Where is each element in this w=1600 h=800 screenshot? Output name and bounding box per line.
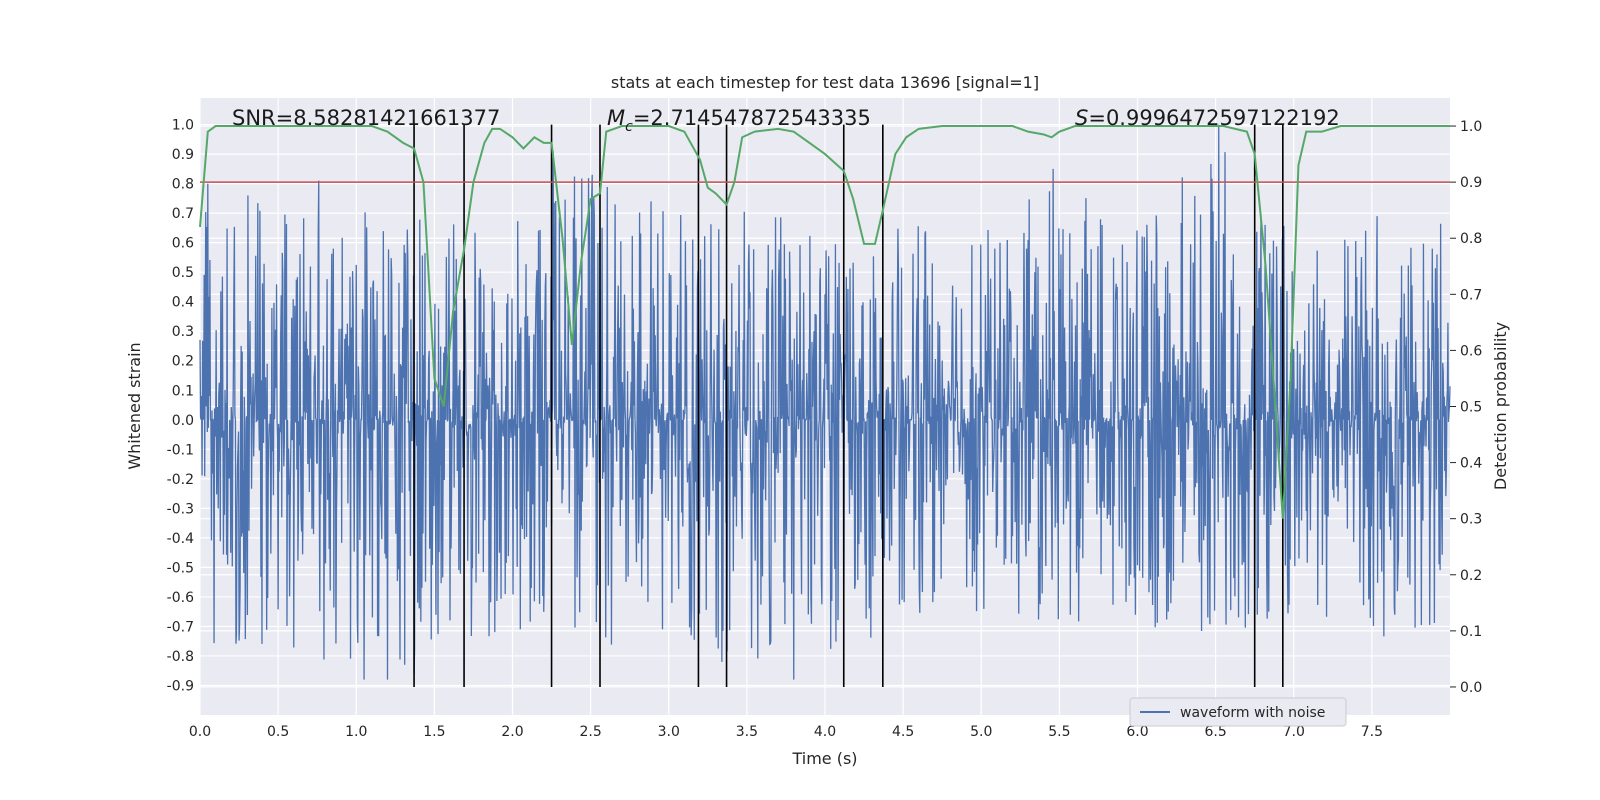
- y-tick-label: -0.2: [167, 472, 194, 488]
- chart-title: stats at each timestep for test data 136…: [611, 73, 1039, 92]
- y-tick-label: 0.1: [172, 383, 194, 399]
- s-annotation: S=0.9996472597122192: [1075, 106, 1340, 130]
- legend: waveform with noise: [1129, 697, 1347, 727]
- y-tick-label: -0.4: [167, 531, 194, 547]
- legend-box: [1129, 697, 1347, 727]
- waveform-series-line: [199, 124, 1451, 680]
- x-tick-label: 7.0: [1283, 724, 1305, 740]
- x-tick-label: 0.5: [267, 724, 289, 740]
- y2-tick-label: 0.6: [1460, 343, 1482, 359]
- y-tick-label: 0.8: [172, 177, 194, 193]
- x-tick-label: 7.5: [1361, 724, 1383, 740]
- y-tick-label: -0.3: [167, 501, 194, 517]
- x-tick-label: 0.0: [189, 724, 211, 740]
- snr-annotation: SNR=8.58281421661377: [232, 106, 500, 130]
- mc-symbol: M: [607, 106, 625, 130]
- y-axis-label: Whitened strain: [125, 342, 144, 469]
- x-tick-label: 4.0: [814, 724, 836, 740]
- y-tick-label: -0.8: [167, 649, 194, 665]
- y2-axis-label: Detection probability: [1491, 322, 1510, 490]
- x-tick-label: 1.5: [423, 724, 445, 740]
- legend-label-waveform: waveform with noise: [1180, 705, 1325, 721]
- y-tick-label: 1.0: [172, 118, 194, 134]
- y-tick-label: -0.1: [167, 442, 194, 458]
- y2-tick-label: 0.1: [1460, 624, 1482, 640]
- s-symbol: S: [1075, 106, 1088, 130]
- x-tick-label: 5.5: [1048, 724, 1070, 740]
- x-tick-label: 2.0: [501, 724, 523, 740]
- y2-tick-label: 0.8: [1460, 231, 1482, 247]
- y2-tick-label: 0.4: [1460, 456, 1482, 472]
- x-tick-label: 3.0: [658, 724, 680, 740]
- y-tick-label: 0.5: [172, 265, 194, 281]
- y-tick-label: -0.6: [167, 590, 194, 606]
- mc-annotation: Mc=2.714547872543335: [607, 106, 871, 135]
- y-tick-label: -0.7: [167, 619, 194, 635]
- y2-tick-label: 0.2: [1460, 568, 1482, 584]
- y-tick-label: 0.2: [172, 354, 194, 370]
- y2-tick-label: 0.7: [1460, 287, 1482, 303]
- y-tick-label: 0.4: [172, 295, 194, 311]
- x-tick-label: 4.5: [892, 724, 914, 740]
- x-tick-label: 6.5: [1204, 724, 1226, 740]
- mc-subscript: c: [625, 119, 633, 135]
- y2-tick-label: 0.9: [1460, 175, 1482, 191]
- x-tick-label: 1.0: [345, 724, 367, 740]
- y-tick-label: 0.9: [172, 147, 194, 163]
- y-tick-label: 0.3: [172, 324, 194, 340]
- y2-tick-label: 1.0: [1460, 119, 1482, 135]
- y-tick-label: 0.6: [172, 236, 194, 252]
- y-tick-label: 0.7: [172, 206, 194, 222]
- vertical-lines-layer: [413, 124, 1284, 687]
- waveform-layer: [199, 124, 1451, 680]
- probability-layer: [199, 125, 1450, 519]
- detection-probability-line: [199, 125, 1450, 519]
- y2-tick-label: 0.5: [1460, 400, 1482, 416]
- y2-tick-label: 0.3: [1460, 512, 1482, 528]
- x-tick-label: 6.0: [1126, 724, 1148, 740]
- y2-tick-label: 0.0: [1460, 680, 1482, 696]
- x-tick-label: 2.5: [579, 724, 601, 740]
- x-tick-label: 3.5: [736, 724, 758, 740]
- x-axis-label: Time (s): [791, 749, 857, 768]
- mc-value: =2.714547872543335: [633, 106, 871, 130]
- s-value: =0.9996472597122192: [1088, 106, 1339, 130]
- x-tick-label: 5.0: [970, 724, 992, 740]
- y-tick-label: -0.9: [167, 678, 194, 694]
- y-tick-label: -0.5: [167, 560, 194, 576]
- y-tick-label: 0.0: [172, 413, 194, 429]
- tick-layer: 1.0 0.9 0.8 0.7 0.6 0.5 0.4 0.3 0.2 0.1 0.0 -0.1 -0.…: [167, 118, 1483, 740]
